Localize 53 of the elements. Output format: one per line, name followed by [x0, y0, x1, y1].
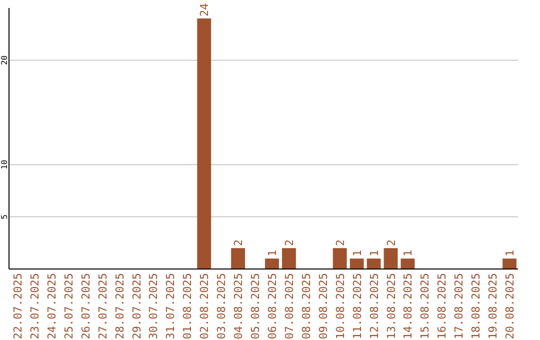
x-tick-label: 18.08.2025: [470, 273, 483, 340]
bar: [400, 258, 415, 269]
x-tick-label: 12.08.2025: [368, 273, 381, 340]
bar: [350, 258, 364, 269]
x-tick-label: 28.07.2025: [113, 273, 126, 340]
bar: [502, 258, 516, 269]
x-tick-label: 25.07.2025: [62, 273, 76, 340]
data-label: 2: [384, 239, 398, 246]
x-tick-label: 07.08.2025: [282, 273, 296, 340]
data-label: 2: [232, 239, 246, 246]
x-tick-label: 19.08.2025: [486, 273, 500, 340]
y-tick-label: 20: [0, 55, 9, 66]
x-tick-label: 22.07.2025: [11, 273, 24, 340]
x-tick-label: 26.07.2025: [79, 273, 92, 340]
data-label: 2: [282, 239, 296, 246]
x-tick-label: 30.07.2025: [147, 273, 160, 340]
bar: [282, 248, 296, 269]
x-tick-label: 24.07.2025: [45, 273, 58, 340]
bar: [197, 18, 212, 269]
x-tick-label: 31.07.2025: [164, 273, 178, 340]
bar: [332, 248, 347, 269]
x-tick-label: 10.08.2025: [334, 273, 347, 340]
x-tick-label: 15.08.2025: [418, 273, 432, 340]
x-tick-label: 05.08.2025: [249, 273, 262, 340]
data-label: 1: [368, 250, 381, 257]
x-tick-label: 29.07.2025: [130, 273, 144, 340]
bar: [384, 248, 398, 269]
x-tick-label: 02.08.2025: [198, 273, 212, 340]
x-tick-label: 01.08.2025: [181, 273, 194, 340]
data-label: 1: [266, 250, 279, 257]
x-tick-label: 14.08.2025: [402, 273, 415, 340]
data-label: 1: [402, 250, 415, 257]
x-tick-label: 06.08.2025: [266, 273, 279, 340]
x-tick-label: 04.08.2025: [232, 273, 246, 340]
x-tick-label: 11.08.2025: [350, 273, 364, 340]
data-label: 2: [334, 239, 347, 246]
x-tick-label: 08.08.2025: [300, 273, 313, 340]
x-tick-label: 27.07.2025: [96, 273, 110, 340]
x-tick-label: 03.08.2025: [215, 273, 228, 340]
x-tick-label: 16.08.2025: [436, 273, 449, 340]
y-tick-label: 5: [0, 214, 9, 220]
x-tick-label: 17.08.2025: [452, 273, 466, 340]
x-tick-label: 13.08.2025: [384, 273, 398, 340]
bar: [231, 248, 246, 269]
data-label: 1: [350, 250, 364, 257]
y-tick-label: 10: [0, 160, 9, 170]
data-label: 24: [198, 2, 212, 16]
bar: [366, 258, 381, 269]
x-tick-label: 23.07.2025: [28, 273, 42, 340]
x-tick-label: 20.08.2025: [504, 273, 517, 340]
x-tick-label: 09.08.2025: [316, 273, 330, 340]
data-label: 1: [504, 250, 517, 257]
bar: [265, 258, 279, 269]
